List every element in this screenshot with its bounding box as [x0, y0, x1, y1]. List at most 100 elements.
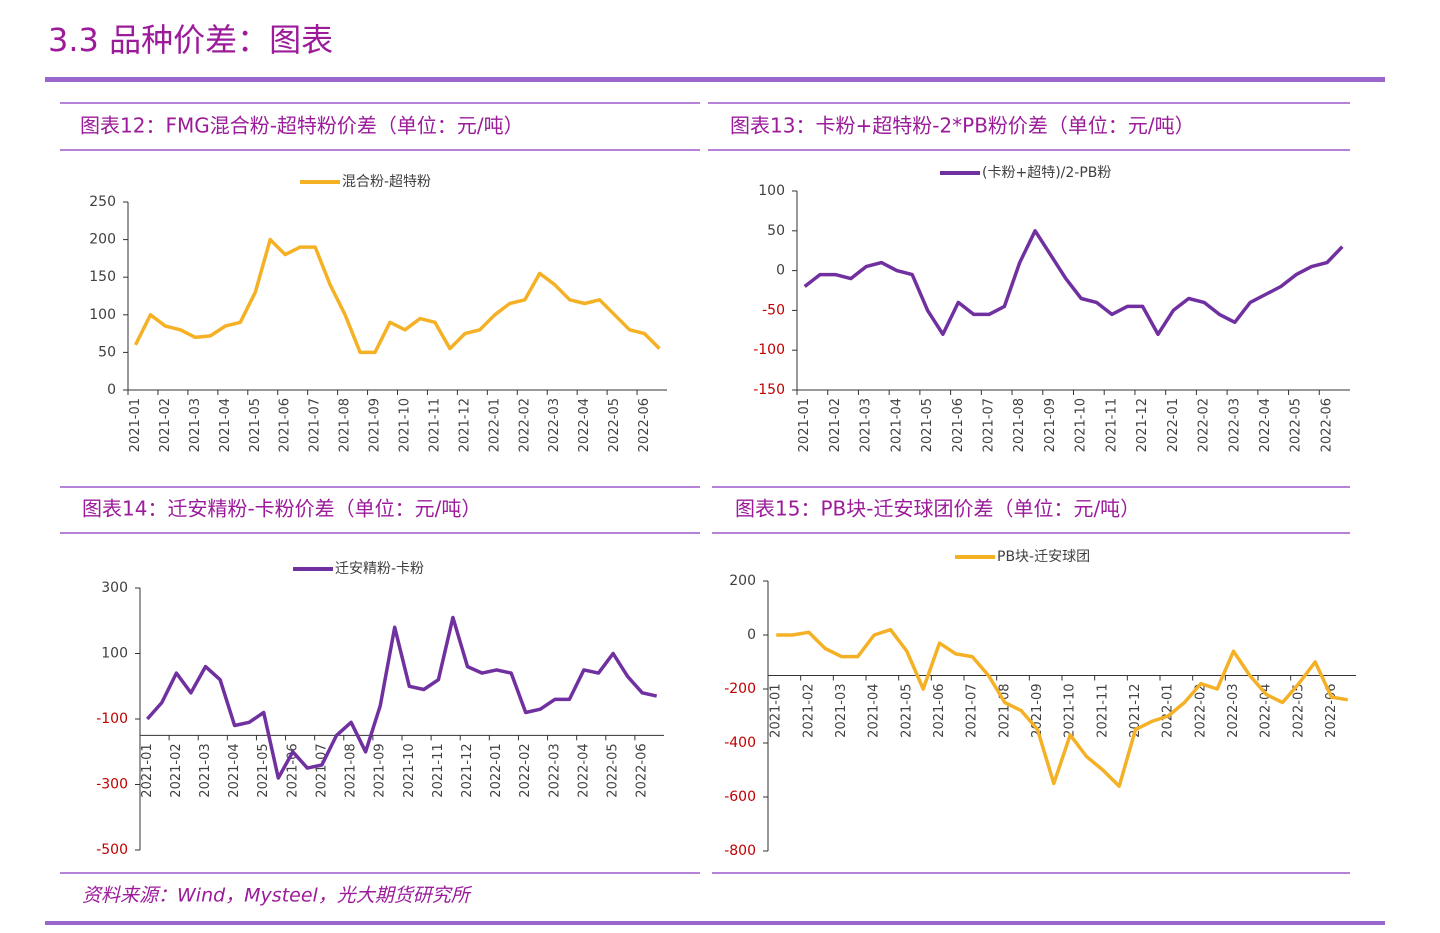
x-tick-label: 2021-07 [982, 398, 997, 452]
y-tick-label: -100 [96, 711, 128, 727]
y-tick-label: 0 [107, 382, 116, 398]
x-tick-label: 2021-10 [1063, 684, 1078, 738]
y-tick-label: -50 [762, 302, 785, 318]
x-tick-label: 2021-03 [188, 398, 203, 452]
chart-title: 图表12：FMG混合粉-超特粉价差（单位：元/吨） [80, 114, 524, 138]
x-tick-label: 2021-11 [1095, 684, 1110, 738]
x-tick-label: 2022-01 [489, 743, 504, 797]
source-note: 资料来源：Wind，Mysteel，光大期货研究所 [82, 885, 473, 907]
x-tick-label: 2021-01 [769, 684, 784, 738]
chart-title: 图表13：卡粉+超特粉-2*PB粉价差（单位：元/吨） [730, 114, 1195, 138]
legend-label: PB块-迁安球团 [997, 549, 1090, 565]
x-tick-label: 2022-04 [1259, 684, 1274, 738]
x-tick-label: 2021-11 [1104, 398, 1119, 452]
y-tick-label: -400 [724, 735, 756, 751]
series-line [776, 627, 1349, 788]
y-tick-label: 100 [89, 307, 116, 323]
x-tick-label: 2022-06 [1319, 398, 1334, 452]
x-tick-label: 2021-09 [1043, 398, 1058, 452]
x-tick-label: 2021-05 [256, 743, 271, 797]
y-tick-label: -150 [753, 382, 785, 398]
x-tick-label: 2022-05 [1291, 684, 1306, 738]
x-tick-label: 2021-06 [278, 398, 293, 452]
x-tick-label: 2021-05 [248, 398, 263, 452]
x-tick-label: 2021-04 [889, 398, 904, 452]
legend-label: 迁安精粉-卡粉 [335, 561, 424, 577]
x-tick-label: 2022-03 [547, 743, 562, 797]
x-tick-label: 2022-03 [547, 398, 562, 452]
x-tick-label: 2021-10 [397, 398, 412, 452]
x-tick-label: 2021-08 [1012, 398, 1027, 452]
x-tick-label: 2021-03 [198, 743, 213, 797]
x-tick-label: 2022-03 [1226, 684, 1241, 738]
x-tick-label: 2022-03 [1227, 398, 1242, 452]
y-tick-label: -200 [724, 681, 756, 697]
y-tick-label: 250 [89, 194, 116, 210]
chart-title: 图表14：迁安精粉-卡粉价差（单位：元/吨） [82, 497, 481, 521]
x-tick-label: 2021-08 [344, 743, 359, 797]
x-tick-label: 2021-11 [431, 743, 446, 797]
x-tick-label: 2021-01 [797, 398, 812, 452]
x-tick-label: 2022-06 [635, 743, 650, 797]
x-tick-label: 2021-03 [859, 398, 874, 452]
x-tick-label: 2022-06 [637, 398, 652, 452]
x-tick-label: 2021-06 [951, 398, 966, 452]
y-tick-label: 0 [747, 627, 756, 643]
x-tick-label: 2021-07 [965, 684, 980, 738]
x-tick-label: 2022-04 [576, 743, 591, 797]
x-tick-label: 2022-04 [1258, 398, 1273, 452]
x-tick-label: 2021-02 [169, 743, 184, 797]
x-tick-label: 2021-05 [899, 684, 914, 738]
title-rule [45, 77, 1385, 82]
x-tick-label: 2021-02 [828, 398, 843, 452]
x-tick-label: 2021-12 [1128, 684, 1143, 738]
series-line [145, 615, 658, 780]
legend-label: (卡粉+超特)/2-PB粉 [982, 165, 1111, 181]
x-tick-label: 2021-10 [1074, 398, 1089, 452]
y-tick-label: 50 [98, 344, 116, 360]
x-tick-label: 2022-05 [1289, 398, 1304, 452]
y-tick-label: 300 [101, 580, 128, 596]
x-tick-label: 2021-08 [338, 398, 353, 452]
legend-label: 混合粉-超特粉 [342, 174, 431, 190]
y-tick-label: 200 [729, 573, 756, 589]
x-tick-label: 2021-12 [457, 398, 472, 452]
x-tick-label: 2021-12 [1135, 398, 1150, 452]
x-tick-label: 2021-02 [801, 684, 816, 738]
x-tick-label: 2021-01 [128, 398, 143, 452]
x-tick-label: 2021-04 [227, 743, 242, 797]
x-tick-label: 2021-04 [218, 398, 233, 452]
y-tick-label: -800 [724, 843, 756, 859]
y-tick-label: -300 [96, 777, 128, 793]
x-tick-label: 2021-12 [460, 743, 475, 797]
x-tick-label: 2021-10 [402, 743, 417, 797]
bottom-rule [45, 921, 1385, 925]
y-tick-label: 100 [758, 183, 785, 199]
x-tick-label: 2021-11 [427, 398, 442, 452]
y-tick-label: -100 [753, 342, 785, 358]
chart-title: 图表15：PB块-迁安球团价差（单位：元/吨） [735, 497, 1140, 521]
x-tick-label: 2022-01 [487, 398, 502, 452]
x-tick-label: 2021-03 [834, 684, 849, 738]
x-tick-label: 2021-05 [920, 398, 935, 452]
x-tick-label: 2022-04 [577, 398, 592, 452]
x-tick-label: 2021-02 [158, 398, 173, 452]
y-tick-label: 150 [89, 269, 116, 285]
y-tick-label: 0 [776, 263, 785, 279]
x-tick-label: 2022-02 [517, 398, 532, 452]
x-tick-label: 2021-09 [373, 743, 388, 797]
y-tick-label: 200 [89, 232, 116, 248]
x-tick-label: 2021-06 [932, 684, 947, 738]
page-title: 3.3 品种价差：图表 [48, 21, 333, 59]
x-tick-label: 2021-04 [867, 684, 882, 738]
x-tick-label: 2022-05 [606, 743, 621, 797]
y-tick-label: -600 [724, 789, 756, 805]
x-tick-label: 2022-02 [1197, 398, 1212, 452]
x-tick-label: 2022-02 [1193, 684, 1208, 738]
x-tick-label: 2022-05 [607, 398, 622, 452]
x-tick-label: 2021-09 [368, 398, 383, 452]
x-tick-label: 2021-07 [308, 398, 323, 452]
series-line [133, 237, 661, 355]
